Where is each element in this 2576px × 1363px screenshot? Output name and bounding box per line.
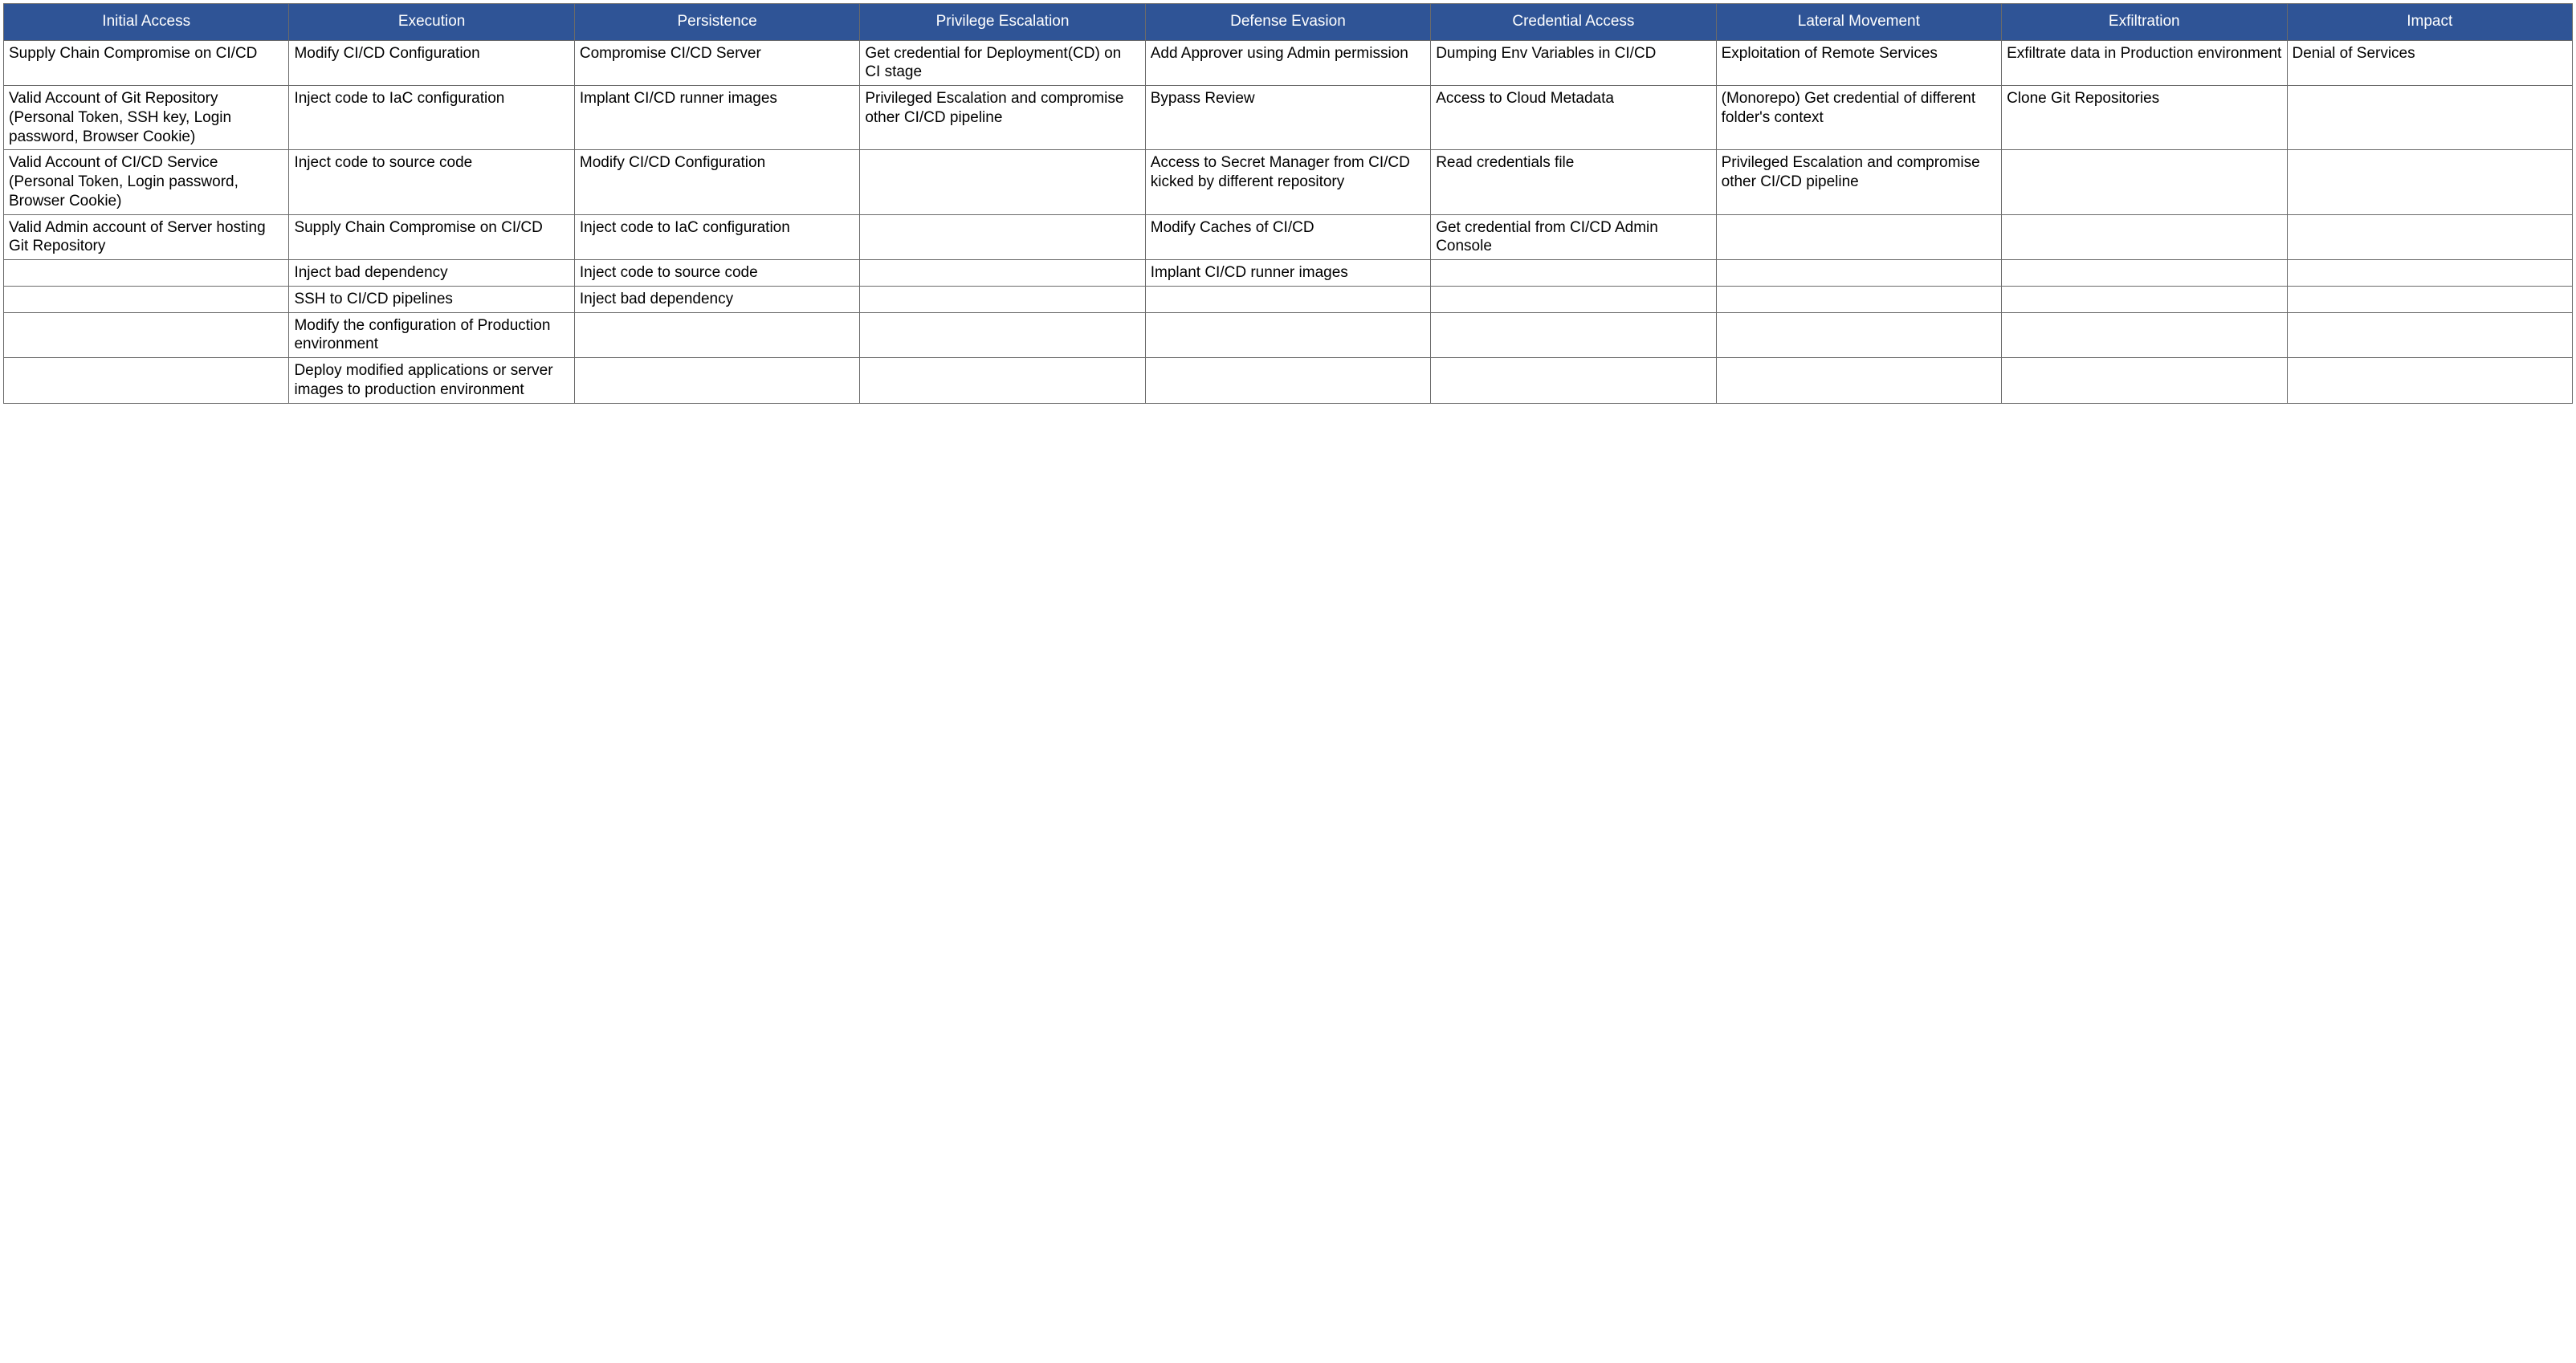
table-cell <box>2287 312 2573 358</box>
table-cell <box>2287 260 2573 287</box>
table-cell: Privileged Escalation and compromise oth… <box>860 86 1145 150</box>
table-cell <box>2287 214 2573 260</box>
table-cell: Clone Git Repositories <box>2002 86 2287 150</box>
table-cell: Inject bad dependency <box>574 286 859 312</box>
table-cell <box>1431 358 1716 404</box>
table-cell <box>2002 358 2287 404</box>
table-header: Initial AccessExecutionPersistencePrivil… <box>4 4 2573 41</box>
table-row: Valid Account of CI/CD Service (Personal… <box>4 150 2573 214</box>
table-cell: Access to Cloud Metadata <box>1431 86 1716 150</box>
table-cell <box>2002 214 2287 260</box>
table-cell <box>2002 260 2287 287</box>
table-cell: Get credential from CI/CD Admin Console <box>1431 214 1716 260</box>
table-cell <box>2287 358 2573 404</box>
table-row: Inject bad dependencyInject code to sour… <box>4 260 2573 287</box>
column-header: Persistence <box>574 4 859 41</box>
table-cell: Valid Admin account of Server hosting Gi… <box>4 214 289 260</box>
table-cell <box>1716 286 2001 312</box>
table-cell <box>2287 286 2573 312</box>
table-cell: Compromise CI/CD Server <box>574 40 859 86</box>
table-row: Deploy modified applications or server i… <box>4 358 2573 404</box>
table-cell <box>860 150 1145 214</box>
table-cell: Get credential for Deployment(CD) on CI … <box>860 40 1145 86</box>
table-row: Supply Chain Compromise on CI/CDModify C… <box>4 40 2573 86</box>
table-cell: Modify CI/CD Configuration <box>289 40 574 86</box>
table-cell: Read credentials file <box>1431 150 1716 214</box>
table-cell <box>2002 286 2287 312</box>
table-cell: Add Approver using Admin permission <box>1145 40 1430 86</box>
table-cell <box>2002 312 2287 358</box>
table-cell <box>1145 286 1430 312</box>
table-cell: Denial of Services <box>2287 40 2573 86</box>
table-cell <box>1145 312 1430 358</box>
table-cell: Dumping Env Variables in CI/CD <box>1431 40 1716 86</box>
table-cell <box>1716 358 2001 404</box>
table-cell: Implant CI/CD runner images <box>574 86 859 150</box>
table-cell: Supply Chain Compromise on CI/CD <box>4 40 289 86</box>
table-row: Valid Admin account of Server hosting Gi… <box>4 214 2573 260</box>
table-cell: Exfiltrate data in Production environmen… <box>2002 40 2287 86</box>
table-cell: Modify CI/CD Configuration <box>574 150 859 214</box>
column-header: Initial Access <box>4 4 289 41</box>
table-cell <box>1431 312 1716 358</box>
table-cell <box>1431 260 1716 287</box>
table-cell <box>1716 260 2001 287</box>
table-cell: Valid Account of Git Repository (Persona… <box>4 86 289 150</box>
table-cell <box>2287 150 2573 214</box>
table-cell <box>1716 214 2001 260</box>
column-header: Defense Evasion <box>1145 4 1430 41</box>
table-cell <box>1145 358 1430 404</box>
table-cell <box>574 312 859 358</box>
column-header: Impact <box>2287 4 2573 41</box>
column-header: Credential Access <box>1431 4 1716 41</box>
table-body: Supply Chain Compromise on CI/CDModify C… <box>4 40 2573 403</box>
table-cell: Modify Caches of CI/CD <box>1145 214 1430 260</box>
table-cell: Valid Account of CI/CD Service (Personal… <box>4 150 289 214</box>
table-cell: SSH to CI/CD pipelines <box>289 286 574 312</box>
table-row: Modify the configuration of Production e… <box>4 312 2573 358</box>
table-cell <box>4 312 289 358</box>
table-cell: Inject code to source code <box>289 150 574 214</box>
table-cell <box>4 358 289 404</box>
table-cell <box>860 358 1145 404</box>
table-cell <box>860 214 1145 260</box>
table-cell: Access to Secret Manager from CI/CD kick… <box>1145 150 1430 214</box>
column-header: Exfiltration <box>2002 4 2287 41</box>
threat-matrix-table: Initial AccessExecutionPersistencePrivil… <box>3 3 2573 404</box>
column-header: Lateral Movement <box>1716 4 2001 41</box>
table-cell: Supply Chain Compromise on CI/CD <box>289 214 574 260</box>
table-cell <box>4 286 289 312</box>
table-cell <box>860 260 1145 287</box>
table-cell: Privileged Escalation and compromise oth… <box>1716 150 2001 214</box>
table-cell <box>4 260 289 287</box>
table-cell <box>1716 312 2001 358</box>
table-row: SSH to CI/CD pipelinesInject bad depende… <box>4 286 2573 312</box>
table-cell: Bypass Review <box>1145 86 1430 150</box>
table-cell: Inject code to IaC configuration <box>574 214 859 260</box>
table-cell: Modify the configuration of Production e… <box>289 312 574 358</box>
table-row: Valid Account of Git Repository (Persona… <box>4 86 2573 150</box>
table-cell <box>2287 86 2573 150</box>
table-cell <box>860 286 1145 312</box>
column-header: Privilege Escalation <box>860 4 1145 41</box>
table-cell: Implant CI/CD runner images <box>1145 260 1430 287</box>
header-row: Initial AccessExecutionPersistencePrivil… <box>4 4 2573 41</box>
table-cell: Inject code to IaC configuration <box>289 86 574 150</box>
table-cell: Inject bad dependency <box>289 260 574 287</box>
table-cell: Exploitation of Remote Services <box>1716 40 2001 86</box>
table-cell <box>1431 286 1716 312</box>
table-cell <box>2002 150 2287 214</box>
column-header: Execution <box>289 4 574 41</box>
table-cell: Deploy modified applications or server i… <box>289 358 574 404</box>
table-cell: (Monorepo) Get credential of different f… <box>1716 86 2001 150</box>
table-cell <box>860 312 1145 358</box>
table-cell <box>574 358 859 404</box>
table-cell: Inject code to source code <box>574 260 859 287</box>
